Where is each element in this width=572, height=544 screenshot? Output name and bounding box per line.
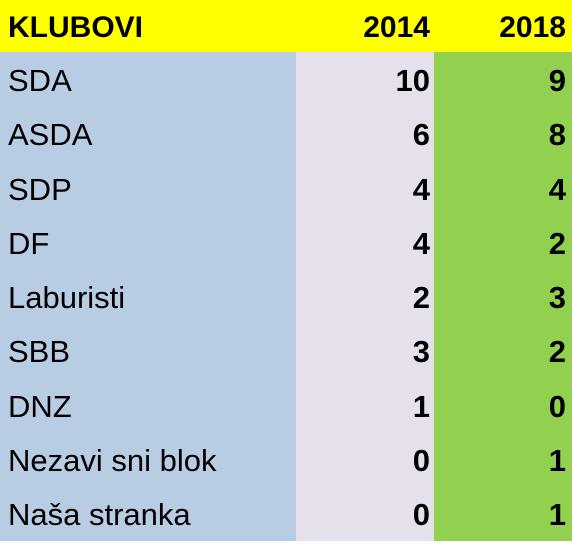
table-row: ASDA 6 8 (0, 106, 572, 160)
seats-2018: 1 (548, 497, 566, 533)
seats-2014: 2 (412, 280, 430, 316)
club-name: DNZ (8, 388, 72, 424)
table-row: SBB 3 2 (0, 323, 572, 377)
club-name: Nezavi sni blok (8, 443, 217, 479)
table-row: SDA 10 9 (0, 52, 572, 106)
header-clubs-label: KLUBOVI (8, 11, 143, 44)
table-row: Naša stranka 0 1 (0, 486, 572, 540)
header-year-2018: 2018 (499, 11, 566, 44)
table-body: SDA 10 9 ASDA 6 8 SDP 4 4 DF 4 2 Laburis… (0, 52, 572, 541)
club-name: SDA (8, 63, 72, 98)
seats-2014: 4 (412, 225, 430, 261)
club-name: SBB (8, 334, 71, 370)
seats-2014: 0 (412, 443, 430, 479)
club-name: ASDA (8, 117, 93, 153)
seats-2014: 1 (412, 388, 430, 424)
seats-2018: 2 (548, 225, 566, 261)
seats-2014: 10 (395, 63, 430, 98)
club-name: SDP (8, 171, 72, 207)
seats-2018: 2 (548, 334, 566, 370)
table-row: DNZ 1 0 (0, 378, 572, 432)
seats-2014: 0 (412, 497, 430, 533)
seats-2018: 8 (548, 117, 566, 153)
seats-2018: 0 (548, 388, 566, 424)
table-row: DF 4 2 (0, 215, 572, 269)
seats-2018: 3 (548, 280, 566, 316)
club-name: Naša stranka (8, 497, 191, 533)
seats-2014: 6 (412, 117, 430, 153)
seats-2014: 4 (412, 171, 430, 207)
seats-2018: 4 (548, 171, 566, 207)
header-year-2014: 2014 (363, 11, 430, 44)
seats-2018: 1 (548, 443, 566, 479)
year-2018-column (434, 52, 572, 541)
club-name: DF (8, 225, 50, 261)
seats-2018: 9 (548, 63, 566, 98)
club-name: Laburisti (8, 280, 126, 316)
club-name-column (0, 52, 296, 541)
year-2014-column (296, 52, 434, 541)
table-row: Laburisti 2 3 (0, 269, 572, 323)
table-row: SDP 4 4 (0, 161, 572, 215)
table-header: KLUBOVI 2014 2018 (0, 0, 572, 52)
table-row: Nezavi sni blok 0 1 (0, 432, 572, 486)
seats-2014: 3 (412, 334, 430, 370)
